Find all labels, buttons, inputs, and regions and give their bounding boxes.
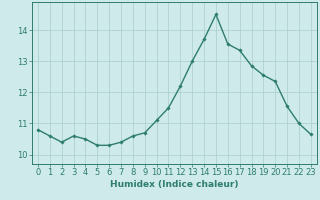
X-axis label: Humidex (Indice chaleur): Humidex (Indice chaleur): [110, 180, 239, 189]
